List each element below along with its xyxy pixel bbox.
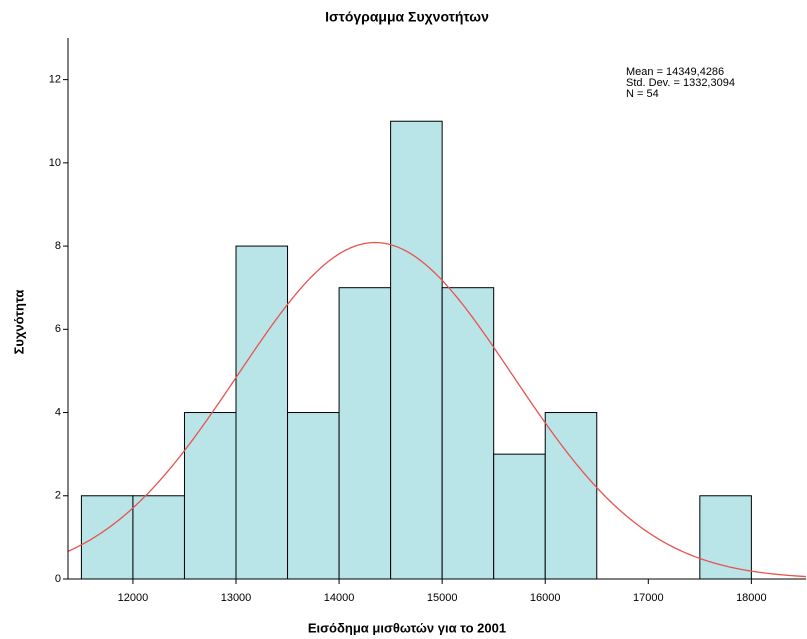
bar <box>235 245 289 580</box>
bar <box>338 287 392 580</box>
bar <box>183 412 237 580</box>
x-tick-label: 18000 <box>736 592 767 604</box>
bar <box>287 412 340 580</box>
x-tick-label: 14000 <box>324 592 355 604</box>
y-tick-label: 0 <box>55 573 61 585</box>
x-tick-label: 13000 <box>221 592 252 604</box>
stat-annotation: Std. Dev. = 1332,3094 <box>626 77 735 89</box>
x-tick-label: 12000 <box>118 592 149 604</box>
y-tick-label: 12 <box>49 74 61 86</box>
bar <box>544 412 598 580</box>
y-tick-label: 6 <box>55 323 61 335</box>
bar <box>441 287 495 580</box>
x-tick-label: 17000 <box>633 592 664 604</box>
y-tick-label: 10 <box>49 157 61 169</box>
y-tick-label: 2 <box>55 490 61 502</box>
x-axis-label: Εισόδημα μισθωτών για το 2001 <box>308 620 506 635</box>
stat-annotation: Mean = 14349,4286 <box>626 66 724 78</box>
y-axis-label: Συχνότητα <box>11 290 26 355</box>
x-tick-label: 15000 <box>427 592 458 604</box>
stat-annotation: N = 54 <box>626 88 659 100</box>
bar <box>132 495 185 580</box>
bar <box>699 495 752 580</box>
x-tick-label: 16000 <box>530 592 561 604</box>
normal-curve <box>67 241 807 578</box>
chart-title: Ιστόγραμμα Συχνοτήτων <box>325 9 489 25</box>
y-tick-label: 4 <box>55 406 61 418</box>
bar <box>493 453 546 580</box>
y-tick-label: 8 <box>55 240 61 252</box>
bar <box>390 120 443 580</box>
bar <box>80 495 134 580</box>
